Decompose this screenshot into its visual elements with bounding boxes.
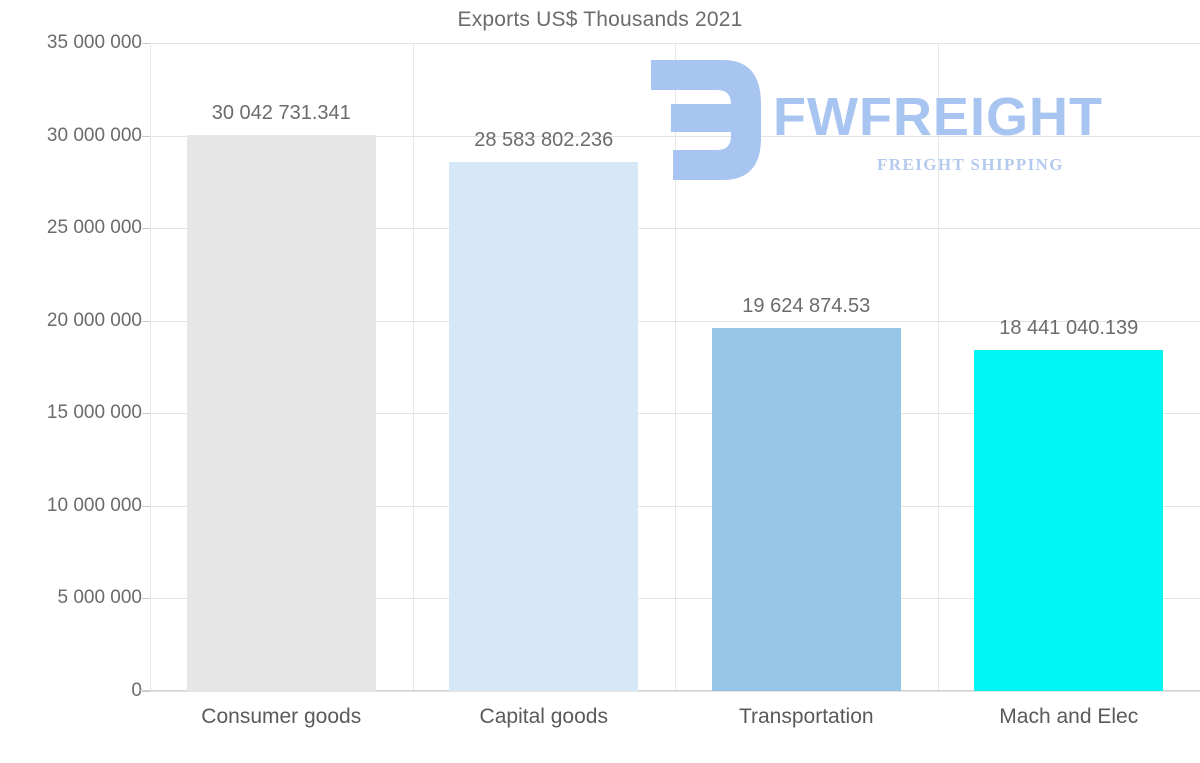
x-axis-tick-label: Capital goods — [479, 705, 608, 728]
x-axis-tick-label: Transportation — [738, 705, 874, 728]
bar[interactable] — [711, 327, 901, 691]
bar-value-label: 30 042 731.341 — [211, 101, 351, 124]
x-axis-line — [140, 690, 1200, 691]
bar[interactable] — [449, 161, 639, 691]
x-axis-tick-label: Consumer goods — [201, 705, 362, 728]
y-axis-tick-label: 20 000 000 — [46, 309, 142, 331]
bar-value-label: 28 583 802.236 — [474, 128, 614, 151]
y-axis-tick-mark — [142, 135, 150, 137]
bar[interactable] — [186, 134, 376, 691]
y-axis-tick-label: 30 000 000 — [46, 124, 142, 146]
y-axis-tick-label: 15 000 000 — [46, 402, 142, 424]
y-axis-tick-mark — [142, 598, 150, 600]
y-axis-tick-mark — [142, 505, 150, 507]
x-axis-tick-label: Mach and Elec — [999, 705, 1139, 728]
bar[interactable] — [974, 349, 1164, 691]
y-axis-tick-label: 25 000 000 — [46, 217, 142, 239]
y-axis-tick-label: 5 000 000 — [57, 587, 142, 609]
gridline-horizontal — [150, 691, 1200, 692]
y-axis-tick-mark — [142, 691, 150, 692]
y-axis-tick-mark — [142, 43, 150, 44]
bar-value-label: 18 441 040.139 — [999, 316, 1139, 339]
y-axis-tick-label: 35 000 000 — [46, 32, 142, 53]
chart-title: Exports US$ Thousands 2021 — [457, 8, 743, 31]
y-axis-tick-mark — [142, 228, 150, 230]
gridline-vertical — [412, 43, 414, 691]
y-axis-tick-mark — [142, 320, 150, 322]
y-axis-tick-mark — [142, 413, 150, 415]
plot-area: 0 5 000 000 10 000 000 15 000 000 20 000 000… — [47, 32, 1200, 701]
gridline-vertical — [937, 43, 939, 691]
y-axis-line — [150, 43, 151, 691]
bar-value-label: 19 624 874.53 — [742, 294, 871, 317]
gridline-vertical — [675, 43, 676, 691]
y-axis-tick-label: 10 000 000 — [46, 494, 142, 516]
y-axis-tick-label: 0 — [131, 680, 142, 701]
